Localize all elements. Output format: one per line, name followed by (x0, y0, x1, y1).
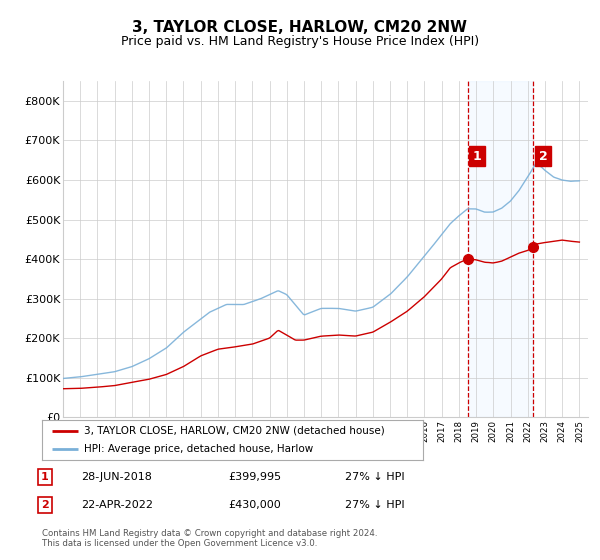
Text: 22-APR-2022: 22-APR-2022 (81, 500, 153, 510)
Text: Price paid vs. HM Land Registry's House Price Index (HPI): Price paid vs. HM Land Registry's House … (121, 35, 479, 48)
Text: £399,995: £399,995 (228, 472, 281, 482)
Bar (467, 81, 533, 417)
Text: 2: 2 (539, 150, 547, 163)
Text: 28-JUN-2018: 28-JUN-2018 (81, 472, 152, 482)
Text: 3, TAYLOR CLOSE, HARLOW, CM20 2NW: 3, TAYLOR CLOSE, HARLOW, CM20 2NW (133, 20, 467, 35)
Text: Contains HM Land Registry data © Crown copyright and database right 2024.
This d: Contains HM Land Registry data © Crown c… (42, 529, 377, 548)
Text: 3, TAYLOR CLOSE, HARLOW, CM20 2NW (detached house): 3, TAYLOR CLOSE, HARLOW, CM20 2NW (detac… (84, 426, 385, 436)
Text: 27% ↓ HPI: 27% ↓ HPI (345, 472, 404, 482)
Text: 1: 1 (41, 472, 49, 482)
Text: HPI: Average price, detached house, Harlow: HPI: Average price, detached house, Harl… (84, 445, 313, 454)
Text: 27% ↓ HPI: 27% ↓ HPI (345, 500, 404, 510)
Text: 1: 1 (473, 150, 481, 163)
Text: £430,000: £430,000 (228, 500, 281, 510)
Text: 2: 2 (41, 500, 49, 510)
